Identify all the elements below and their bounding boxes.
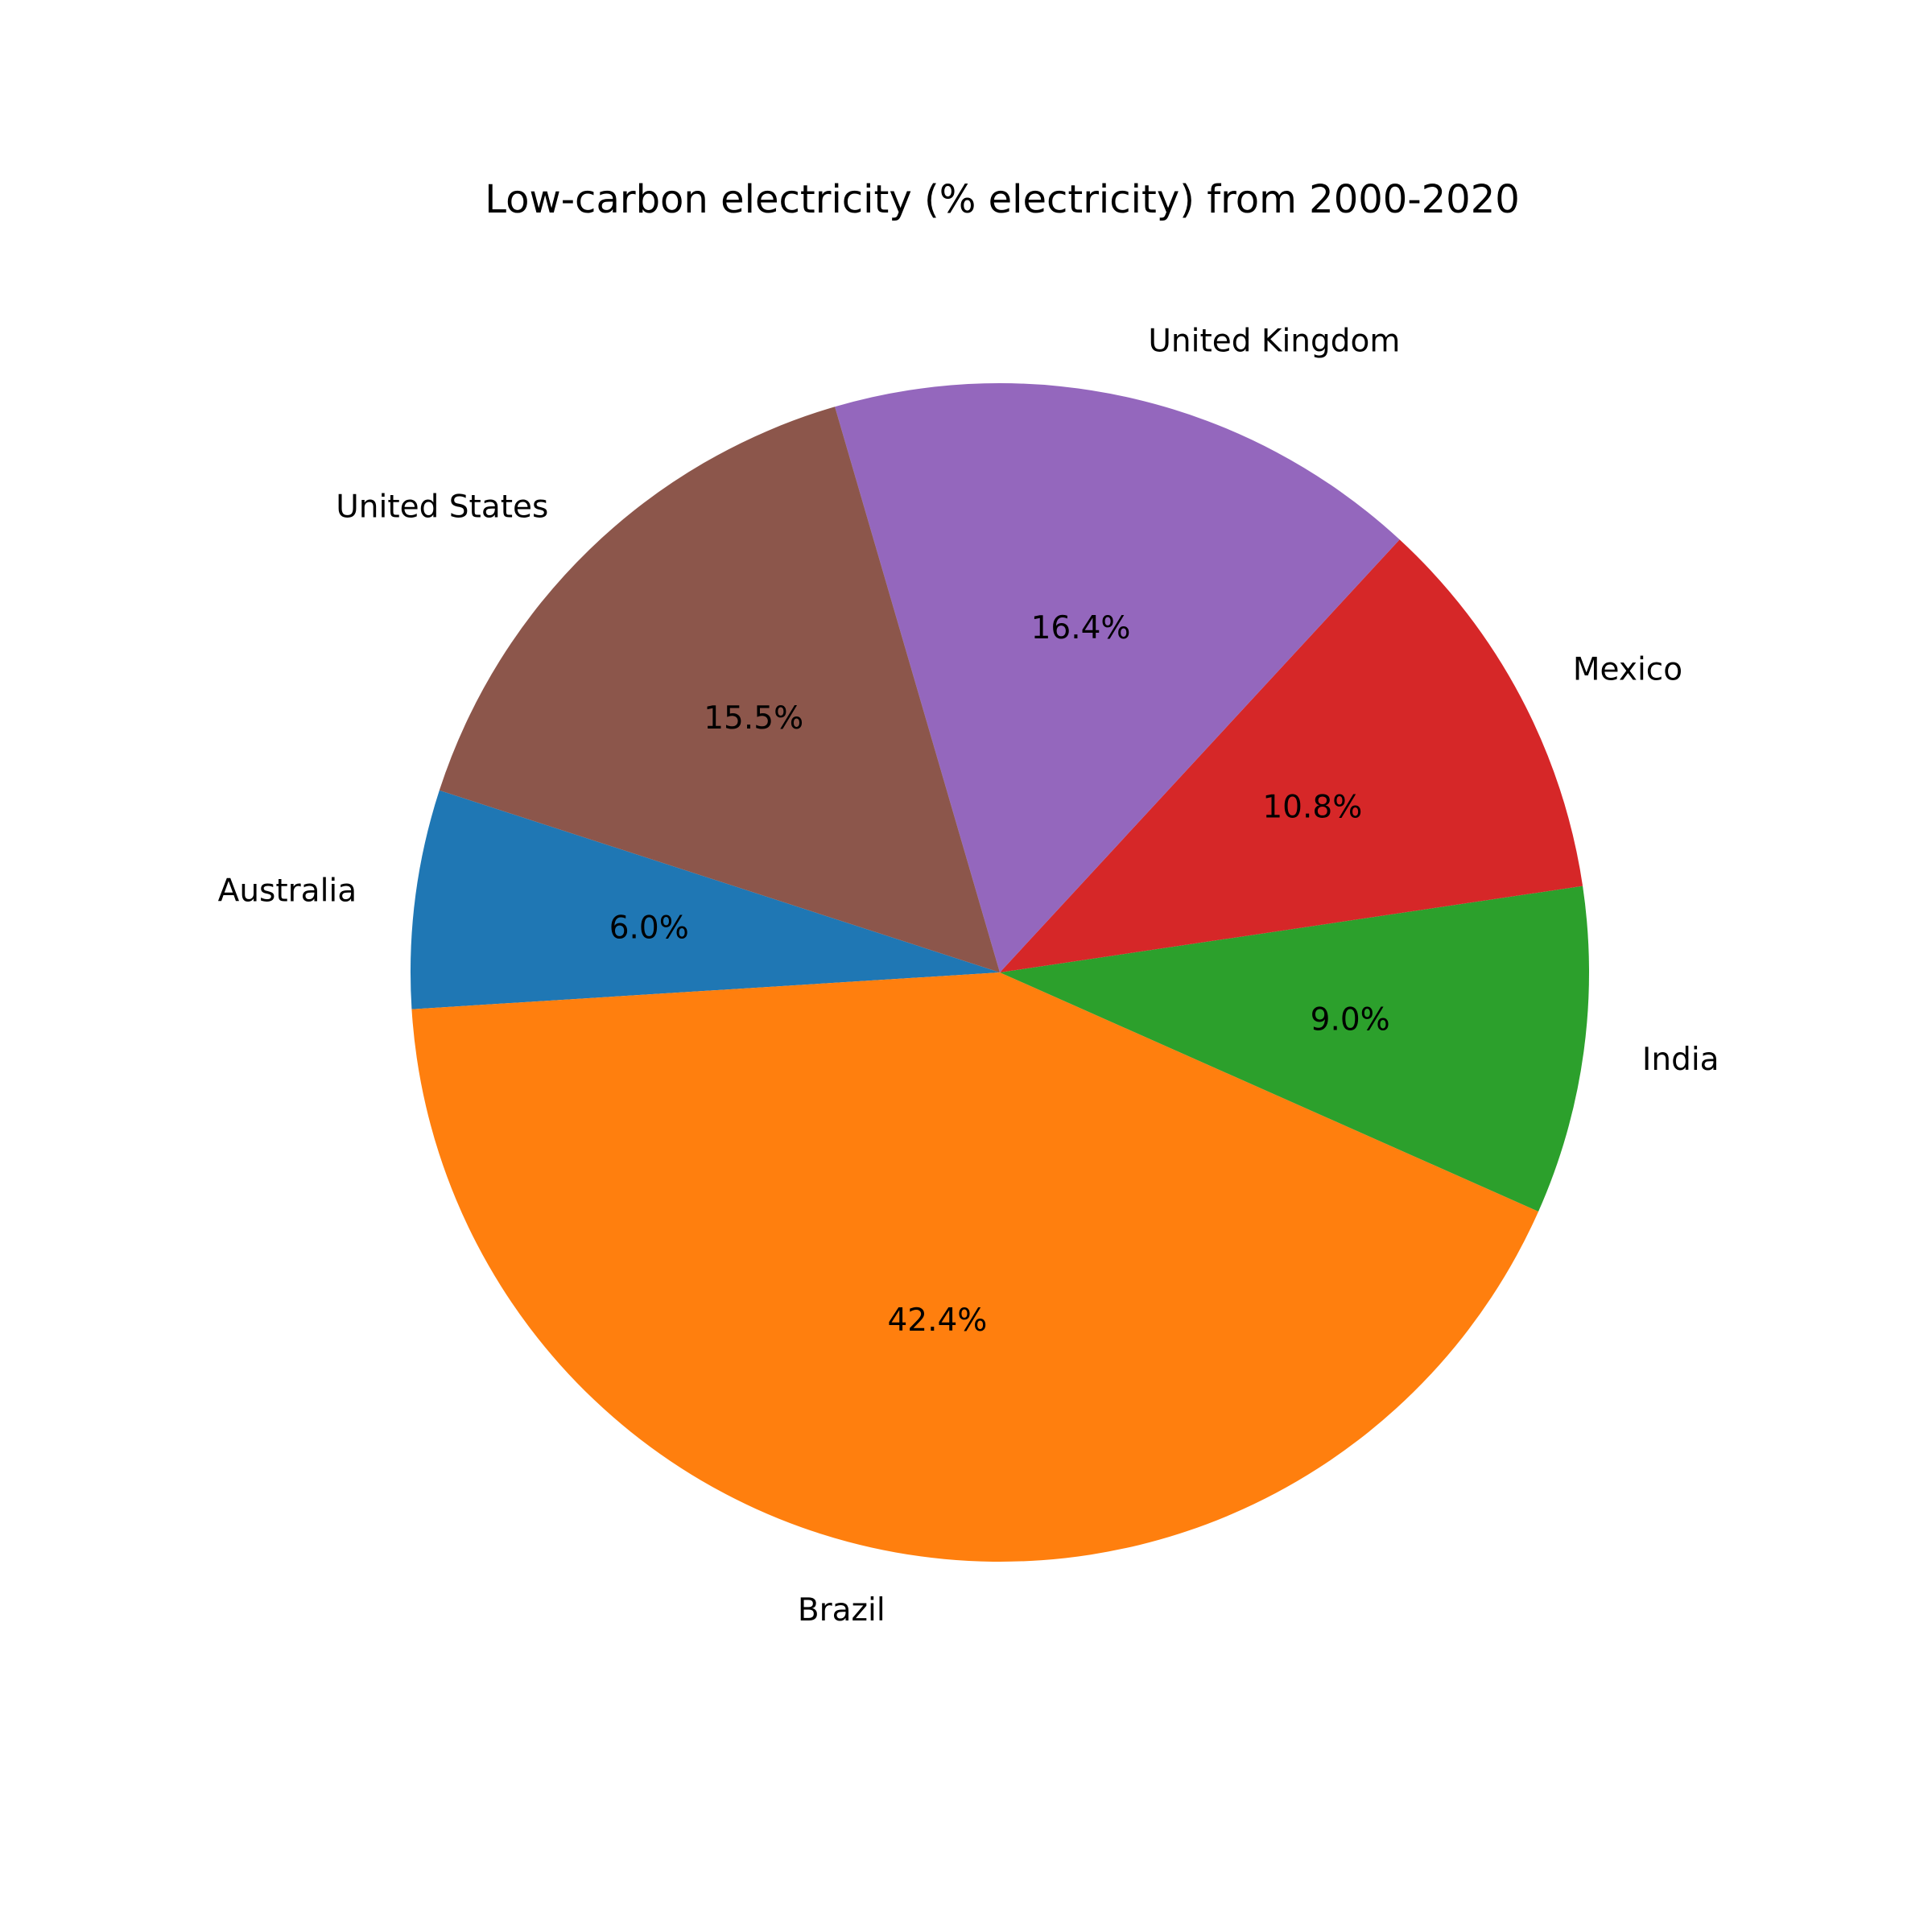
- slice-label-australia: Australia: [218, 873, 357, 909]
- chart-title: Low-carbon electricity (% electricity) f…: [485, 177, 1520, 222]
- slice-label-united-kingdom: United Kingdom: [1148, 324, 1400, 360]
- pct-label-india: 9.0%: [1311, 1002, 1390, 1038]
- pct-label-mexico: 10.8%: [1262, 789, 1362, 825]
- pie-slice-united-states: [439, 407, 1000, 972]
- slice-label-india: India: [1642, 1042, 1719, 1078]
- pct-label-united-kingdom: 16.4%: [1031, 610, 1131, 646]
- pie-slice-australia: [411, 790, 1000, 1009]
- slice-label-brazil: Brazil: [798, 1592, 886, 1629]
- slice-label-united-states: United States: [336, 489, 548, 526]
- pct-label-australia: 6.0%: [609, 910, 689, 946]
- pie-slice-united-kingdom: [835, 383, 1400, 972]
- slice-label-mexico: Mexico: [1573, 651, 1682, 687]
- pie-labels: Australia 6.0% Brazil 42.4% India 9.0% Mexico 1…: [218, 324, 1719, 1629]
- pie-slice-india: [1000, 886, 1589, 1212]
- pie-slice-brazil: [411, 972, 1539, 1562]
- pie-slice-mexico: [1000, 539, 1583, 972]
- pct-label-brazil: 42.4%: [887, 1302, 987, 1339]
- pct-label-united-states: 15.5%: [704, 700, 803, 737]
- pie-slices: [411, 383, 1589, 1562]
